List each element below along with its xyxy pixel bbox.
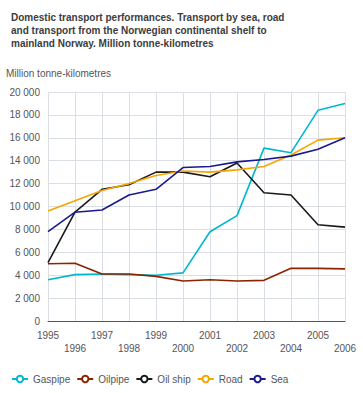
svg-text:Gaspipe: Gaspipe: [33, 374, 71, 385]
svg-text:mainland Norway. Million tonne: mainland Norway. Million tonne-kilometre…: [11, 38, 214, 49]
svg-text:and transport from the Norwegi: and transport from the Norwegian contine…: [11, 25, 267, 36]
svg-text:12 000: 12 000: [9, 178, 40, 189]
svg-text:2004: 2004: [280, 343, 303, 354]
svg-text:20 000: 20 000: [9, 87, 40, 98]
svg-text:1997: 1997: [91, 330, 114, 341]
svg-text:4 000: 4 000: [15, 270, 40, 281]
svg-text:2 000: 2 000: [15, 293, 40, 304]
svg-text:16 000: 16 000: [9, 132, 40, 143]
svg-text:14 000: 14 000: [9, 155, 40, 166]
svg-text:Sea: Sea: [271, 374, 289, 385]
svg-text:2001: 2001: [199, 330, 222, 341]
svg-text:Oil ship: Oil ship: [157, 374, 191, 385]
svg-text:6 000: 6 000: [15, 247, 40, 258]
svg-text:2002: 2002: [226, 343, 249, 354]
svg-text:Million tonne-kilometres: Million tonne-kilometres: [6, 68, 111, 79]
svg-text:2003: 2003: [253, 330, 276, 341]
svg-text:1999: 1999: [145, 330, 168, 341]
svg-text:18 000: 18 000: [9, 109, 40, 120]
svg-text:Road: Road: [219, 374, 243, 385]
svg-text:2005: 2005: [307, 330, 330, 341]
svg-text:1998: 1998: [118, 343, 141, 354]
svg-text:Oilpipe: Oilpipe: [98, 374, 130, 385]
svg-text:1995: 1995: [37, 330, 60, 341]
svg-text:2006: 2006: [334, 343, 357, 354]
svg-text:2000: 2000: [172, 343, 195, 354]
svg-text:0: 0: [34, 316, 40, 327]
svg-text:1996: 1996: [64, 343, 87, 354]
svg-text:10 000: 10 000: [9, 201, 40, 212]
svg-text:Domestic transport performance: Domestic transport performances. Transpo…: [11, 12, 284, 23]
svg-text:8 000: 8 000: [15, 224, 40, 235]
